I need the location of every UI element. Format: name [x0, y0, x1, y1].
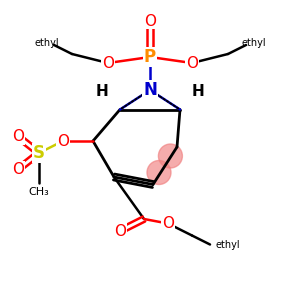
Text: H: H — [192, 84, 204, 99]
Text: O: O — [102, 56, 114, 70]
Text: O: O — [114, 224, 126, 238]
Circle shape — [147, 160, 171, 184]
Text: O: O — [144, 14, 156, 28]
Text: CH₃: CH₃ — [28, 187, 50, 197]
Text: O: O — [12, 162, 24, 177]
Text: O: O — [12, 129, 24, 144]
Text: ethyl: ethyl — [216, 239, 241, 250]
Text: ethyl: ethyl — [241, 38, 266, 49]
Text: O: O — [162, 216, 174, 231]
Text: P: P — [144, 48, 156, 66]
Text: S: S — [33, 144, 45, 162]
Text: N: N — [143, 81, 157, 99]
Circle shape — [158, 144, 182, 168]
Text: H: H — [96, 84, 108, 99]
Text: O: O — [186, 56, 198, 70]
Text: O: O — [57, 134, 69, 148]
Text: ethyl: ethyl — [34, 38, 59, 49]
